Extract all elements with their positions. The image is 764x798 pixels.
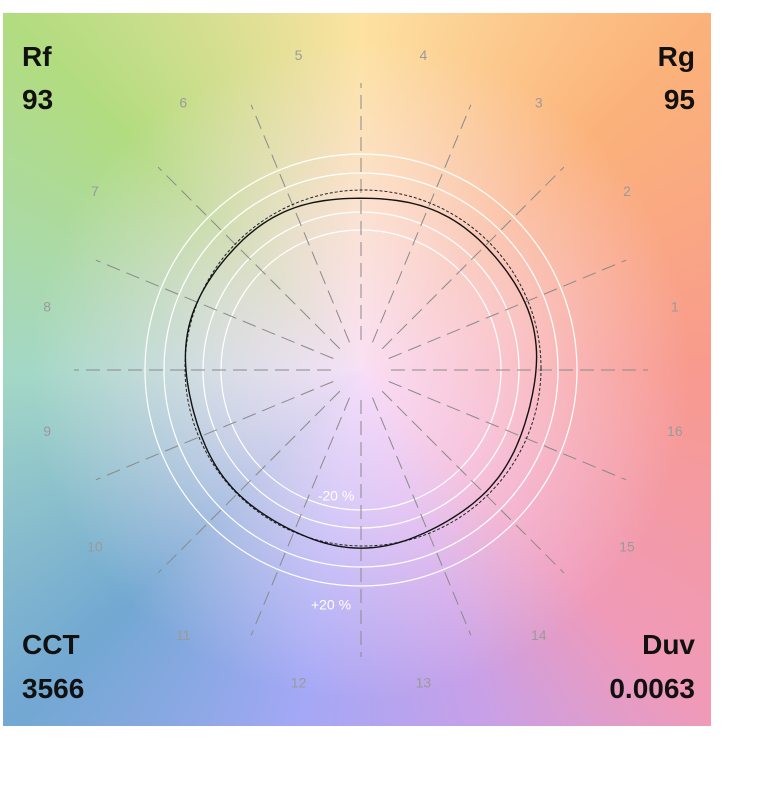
hue-divider <box>250 104 350 343</box>
hue-bin-label: 12 <box>291 675 307 691</box>
hue-divider <box>372 104 472 343</box>
hue-bin-label: 4 <box>420 47 428 63</box>
rf-label: Rf <box>22 41 52 72</box>
hue-divider <box>388 259 627 359</box>
hue-divider <box>95 259 334 359</box>
hue-divider <box>250 397 350 636</box>
hue-bin-label: 16 <box>667 423 683 439</box>
ring-label-inner: -20 % <box>318 488 355 504</box>
test-curve <box>184 197 538 549</box>
graphic-panel: 1 2 3 4 5 6 7 8 9 10 11 12 13 14 15 16 -20 % +20 % Rf 93 … <box>3 13 711 726</box>
duv-label: Duv <box>642 629 695 660</box>
hue-bin-label: 6 <box>179 95 187 111</box>
ring-label-outer: +20 % <box>311 597 351 613</box>
hue-bin-label: 3 <box>535 95 543 111</box>
hue-divider <box>388 381 627 481</box>
hue-divider <box>381 390 565 574</box>
hue-bin-label: 15 <box>619 538 635 554</box>
hue-divider <box>381 166 565 350</box>
hue-bin-label: 5 <box>295 47 303 63</box>
rg-label: Rg <box>657 41 695 72</box>
ring <box>163 172 559 568</box>
hue-bin-label: 7 <box>91 183 99 199</box>
hue-bin-label: 1 <box>671 298 679 314</box>
reference-curve <box>184 189 542 547</box>
cct-label: CCT <box>22 629 80 660</box>
hue-bin-label: 14 <box>531 627 547 643</box>
hue-bin-label: 9 <box>43 423 51 439</box>
ring <box>144 153 578 587</box>
rf-value: 93 <box>22 84 54 115</box>
rg-value: 95 <box>663 84 695 115</box>
hue-bin-label: 8 <box>43 298 51 314</box>
hue-divider <box>95 381 334 481</box>
hue-bin-label: 13 <box>416 675 432 691</box>
hue-bin-label: 10 <box>87 538 103 554</box>
duv-value: 0.0063 <box>609 673 695 704</box>
cct-value: 3566 <box>22 673 85 704</box>
hue-bin-label: 2 <box>623 183 631 199</box>
hue-divider <box>157 390 341 574</box>
hue-divider <box>157 166 341 350</box>
hue-divider <box>372 397 472 636</box>
hue-bin-label: 11 <box>176 627 191 643</box>
